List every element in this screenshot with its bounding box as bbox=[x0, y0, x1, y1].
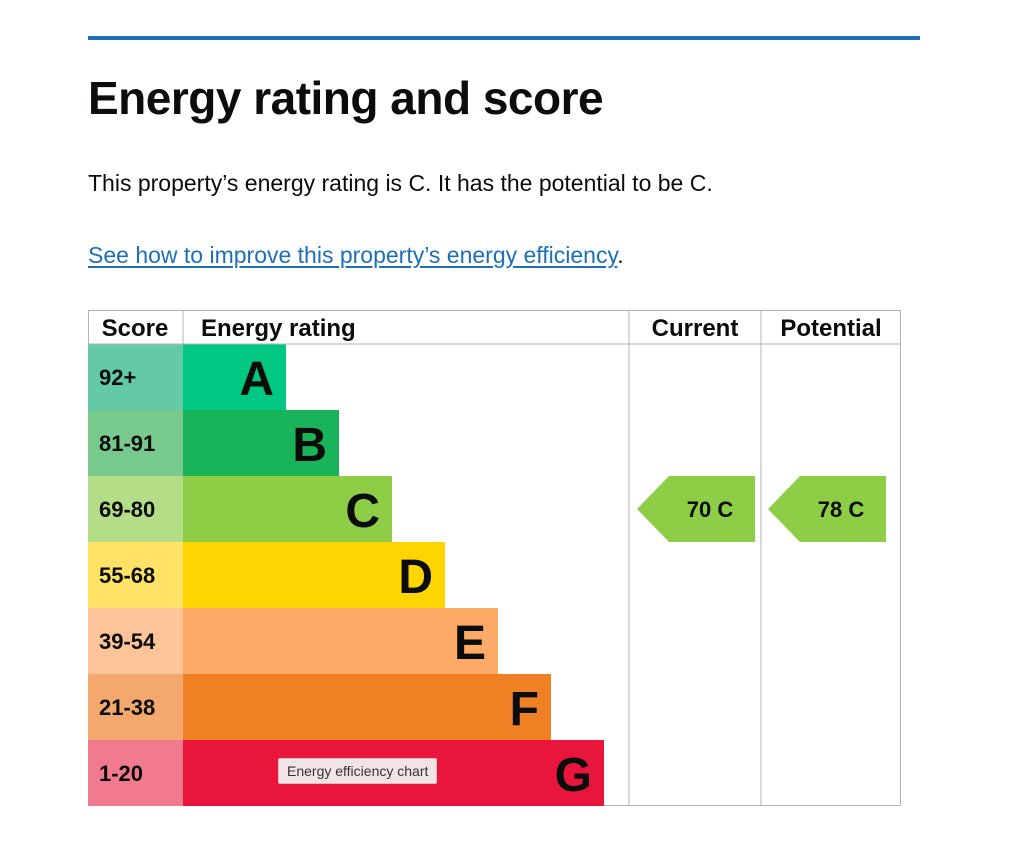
current-arrow bbox=[637, 476, 755, 542]
score-label-c: 69-80 bbox=[99, 497, 155, 522]
rating-letter-g: G bbox=[555, 749, 592, 802]
rating-letter-a: A bbox=[239, 353, 274, 406]
rating-letter-f: F bbox=[510, 683, 539, 736]
header-score: Score bbox=[102, 315, 169, 342]
chart-tooltip: Energy efficiency chart bbox=[278, 758, 438, 784]
energy-efficiency-chart: 92+ A 81-91 B 69-80 C 55-68 D 39-54 E 21-38 F 1-20 G S… bbox=[88, 310, 901, 806]
rating-bar-a bbox=[183, 344, 286, 410]
improve-link-suffix: . bbox=[617, 242, 624, 268]
rating-bar-d bbox=[183, 542, 445, 608]
improve-efficiency-link[interactable]: See how to improve this property’s energ… bbox=[88, 242, 618, 268]
rating-letter-e: E bbox=[454, 617, 486, 670]
energy-efficiency-chart-svg: 92+ A 81-91 B 69-80 C 55-68 D 39-54 E 21-38 F 1-20 G S… bbox=[88, 310, 901, 806]
page-title: Energy rating and score bbox=[88, 72, 604, 124]
score-cell-b bbox=[88, 410, 183, 476]
score-cell-c bbox=[88, 476, 183, 542]
score-label-a: 92+ bbox=[99, 365, 136, 390]
rating-letter-b: B bbox=[292, 419, 327, 472]
score-cell-f bbox=[88, 674, 183, 740]
score-label-g: 1-20 bbox=[99, 761, 143, 786]
header-potential: Potential bbox=[780, 315, 881, 342]
rating-letter-d: D bbox=[398, 551, 433, 604]
improve-paragraph: See how to improve this property’s energ… bbox=[88, 240, 624, 270]
score-label-b: 81-91 bbox=[99, 431, 155, 456]
score-cell-d bbox=[88, 542, 183, 608]
score-label-e: 39-54 bbox=[99, 629, 156, 654]
energy-rating-summary: This property’s energy rating is C. It h… bbox=[88, 170, 713, 196]
section-top-rule bbox=[88, 36, 920, 40]
rating-bar-c bbox=[183, 476, 392, 542]
score-cell-a bbox=[88, 344, 183, 410]
rating-letter-c: C bbox=[345, 485, 380, 538]
score-label-d: 55-68 bbox=[99, 563, 155, 588]
score-cell-g bbox=[88, 740, 183, 806]
header-current: Current bbox=[652, 315, 739, 342]
score-label-f: 21-38 bbox=[99, 695, 155, 720]
rating-bar-e bbox=[183, 608, 498, 674]
header-energy-rating: Energy rating bbox=[201, 315, 356, 342]
potential-rating-label: 78 C bbox=[818, 497, 865, 522]
potential-arrow bbox=[768, 476, 886, 542]
rating-bar-f bbox=[183, 674, 551, 740]
current-rating-label: 70 C bbox=[687, 497, 734, 522]
rating-bar-b bbox=[183, 410, 339, 476]
score-cell-e bbox=[88, 608, 183, 674]
